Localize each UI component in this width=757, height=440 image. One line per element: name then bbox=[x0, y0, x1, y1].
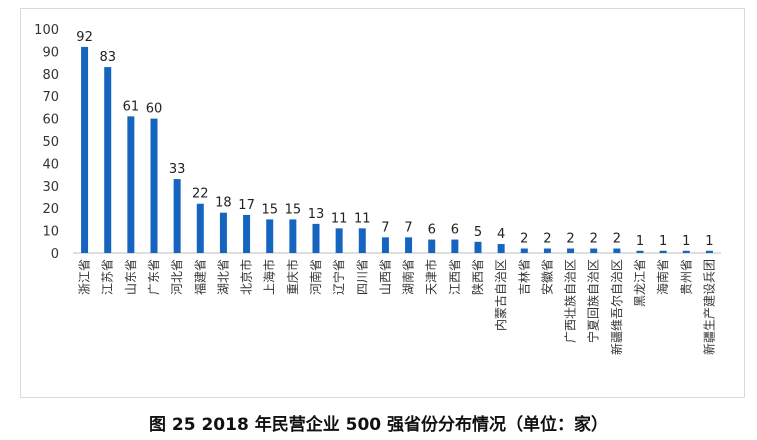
bar bbox=[705, 250, 713, 253]
y-tick-label: 30 bbox=[42, 180, 59, 195]
data-label: 4 bbox=[497, 227, 505, 242]
bar bbox=[266, 219, 274, 253]
bar bbox=[312, 223, 320, 253]
x-tick-label: 吉林省 bbox=[517, 259, 531, 295]
bar bbox=[451, 239, 459, 253]
bar bbox=[405, 237, 413, 253]
bar bbox=[173, 179, 181, 253]
x-tick-label: 上海市 bbox=[262, 259, 277, 295]
data-label: 18 bbox=[215, 196, 232, 211]
x-tick-label: 北京市 bbox=[239, 259, 254, 295]
bar bbox=[243, 214, 251, 253]
x-tick-label: 河南省 bbox=[308, 259, 323, 295]
y-tick-label: 100 bbox=[34, 23, 59, 38]
data-label: 15 bbox=[261, 202, 278, 217]
data-label: 5 bbox=[474, 225, 482, 240]
x-tick-label: 浙江省 bbox=[78, 259, 92, 295]
x-tick-label: 山西省 bbox=[378, 259, 392, 295]
bar bbox=[289, 219, 297, 253]
bar bbox=[520, 248, 528, 253]
data-label: 7 bbox=[381, 220, 389, 235]
bar bbox=[543, 248, 551, 253]
data-label: 1 bbox=[636, 234, 644, 249]
bar bbox=[219, 212, 227, 253]
x-tick-label: 新疆生产建设兵团 bbox=[701, 259, 716, 355]
data-label: 6 bbox=[428, 223, 436, 238]
x-tick-label: 山东省 bbox=[124, 259, 138, 295]
x-tick-label: 天津市 bbox=[424, 259, 439, 295]
y-tick-label: 50 bbox=[42, 135, 59, 150]
x-tick-label: 四川省 bbox=[355, 259, 369, 295]
data-label: 1 bbox=[705, 234, 713, 249]
bar bbox=[335, 228, 343, 253]
chart-frame: 0 10 20 30 40 50 60 70 80 90 100 92 浙江省 83 江苏省 61 山东省 60 广… bbox=[20, 8, 745, 398]
data-label: 22 bbox=[192, 187, 209, 202]
x-tick-label: 安徽省 bbox=[539, 259, 554, 295]
y-tick-label: 80 bbox=[42, 68, 59, 83]
x-tick-label: 广西壮族自治区 bbox=[564, 259, 578, 343]
chart-caption: 图 25 2018 年民营企业 500 强省份分布情况（单位：家） bbox=[148, 415, 609, 435]
y-tick-label: 40 bbox=[42, 157, 59, 172]
data-label: 2 bbox=[520, 232, 528, 247]
y-tick-label: 60 bbox=[42, 113, 59, 128]
bar bbox=[659, 250, 667, 253]
x-tick-label: 重庆市 bbox=[285, 259, 300, 295]
data-label: 11 bbox=[331, 211, 348, 226]
y-tick-label: 20 bbox=[42, 202, 59, 217]
data-label: 2 bbox=[566, 232, 574, 247]
x-tick-label: 陕西省 bbox=[470, 259, 485, 295]
bar bbox=[358, 228, 366, 253]
data-label: 92 bbox=[76, 30, 93, 45]
bar bbox=[150, 118, 158, 253]
y-tick-label: 70 bbox=[42, 90, 59, 105]
x-tick-label: 辽宁省 bbox=[331, 259, 346, 295]
bar bbox=[613, 248, 621, 253]
data-label: 17 bbox=[238, 198, 255, 213]
bar bbox=[127, 116, 135, 253]
x-tick-label: 内蒙古自治区 bbox=[493, 259, 508, 331]
x-tick-label: 新疆维吾尔自治区 bbox=[609, 259, 624, 355]
data-label: 60 bbox=[146, 102, 163, 117]
bar bbox=[590, 248, 598, 253]
data-label: 1 bbox=[682, 234, 690, 249]
data-label: 7 bbox=[404, 220, 412, 235]
x-tick-label: 福建省 bbox=[192, 259, 207, 295]
bar bbox=[682, 250, 690, 253]
x-tick-label: 河北省 bbox=[170, 259, 184, 295]
bar bbox=[636, 250, 644, 253]
data-label: 15 bbox=[285, 202, 302, 217]
data-label: 2 bbox=[613, 232, 621, 247]
bar bbox=[428, 239, 436, 253]
x-tick-label: 海南省 bbox=[655, 259, 670, 295]
x-tick-label: 贵州省 bbox=[679, 259, 693, 295]
data-label: 11 bbox=[354, 211, 371, 226]
x-tick-label: 江苏省 bbox=[101, 259, 115, 295]
bar bbox=[381, 237, 389, 253]
bar bbox=[196, 203, 204, 253]
x-tick-label: 湖南省 bbox=[401, 259, 416, 295]
x-tick-label: 湖北省 bbox=[215, 259, 230, 295]
x-tick-label: 宁夏回族自治区 bbox=[586, 259, 601, 343]
bar bbox=[474, 241, 482, 253]
bar bbox=[497, 244, 505, 253]
data-label: 6 bbox=[451, 223, 459, 238]
bar bbox=[567, 248, 575, 253]
data-label: 1 bbox=[659, 234, 667, 249]
x-tick-label: 广东省 bbox=[147, 259, 161, 295]
data-label: 61 bbox=[123, 99, 140, 114]
data-label: 2 bbox=[590, 232, 598, 247]
data-label: 13 bbox=[308, 207, 325, 222]
x-tick-label: 江西省 bbox=[448, 259, 462, 295]
bar bbox=[104, 67, 112, 253]
y-tick-label: 10 bbox=[42, 225, 59, 240]
bar bbox=[81, 46, 89, 253]
data-label: 33 bbox=[169, 162, 186, 177]
y-tick-label: 90 bbox=[42, 45, 59, 60]
y-tick-label: 0 bbox=[51, 247, 59, 262]
data-label: 83 bbox=[99, 50, 116, 65]
data-label: 2 bbox=[543, 232, 551, 247]
x-tick-label: 黑龙江省 bbox=[633, 259, 647, 307]
